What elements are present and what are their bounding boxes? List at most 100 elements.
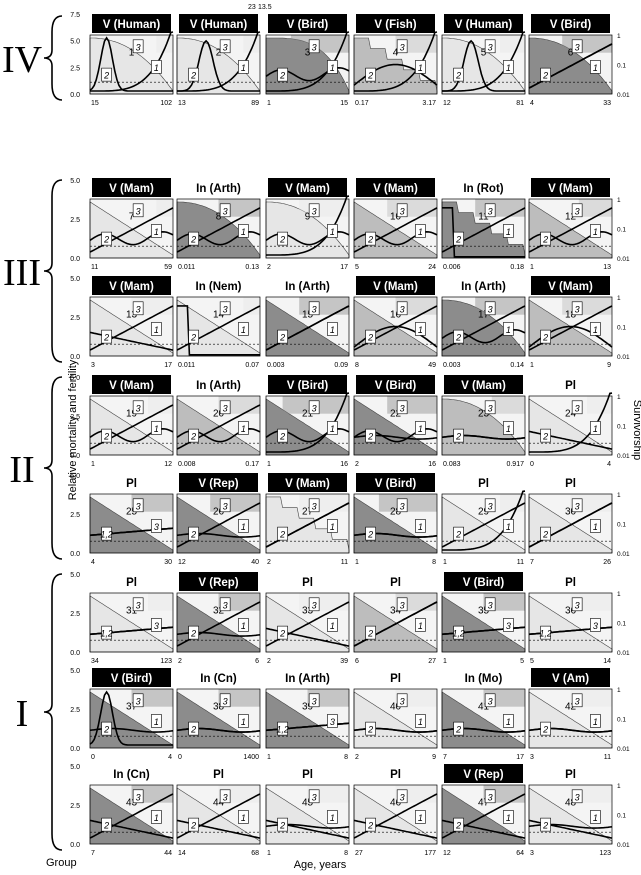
panel-title: Pl (565, 478, 576, 490)
panel-number: 45 (302, 798, 314, 809)
x-min-label: 12 (443, 100, 451, 107)
label-fertility-box (540, 625, 551, 640)
label-fertility: 1,2 (539, 629, 552, 639)
panel-title-box (444, 14, 523, 33)
label-survivorship-box (396, 203, 408, 218)
x-min-label: 11 (91, 264, 98, 271)
label-fertility-box (365, 329, 376, 344)
x-max-label: 0.14 (510, 362, 524, 369)
right-tick-label: 1 (617, 492, 621, 499)
panel-title: Pl (565, 769, 576, 781)
panel-number: 42 (565, 702, 577, 713)
label-fertility: 2 (367, 629, 373, 639)
label-fertility: 2 (455, 432, 461, 442)
x-min-label: 7 (530, 559, 534, 566)
label-mortality: 1 (418, 717, 423, 727)
label-survivorship: 3 (400, 792, 405, 802)
left-tick-label: 0.0 (70, 453, 80, 460)
label-mortality: 1 (593, 424, 598, 434)
label-fertility: 2 (279, 71, 285, 81)
left-tick-label: 2.5 (70, 512, 80, 519)
label-fertility-box (453, 625, 464, 640)
label-mortality: 1 (154, 63, 159, 73)
panel-frame (265, 592, 350, 653)
label-fertility-box (365, 231, 376, 246)
label-mortality-box (590, 714, 601, 728)
label-survivorship: 3 (312, 792, 317, 802)
panel-number: 30 (565, 507, 577, 518)
label-fertility-box (453, 329, 464, 344)
x-min-label: 7 (91, 850, 95, 857)
x-min-label: 1 (443, 559, 447, 566)
left-tick-label: 0.0 (70, 650, 80, 657)
label-mortality: 1 (418, 325, 423, 335)
x-min-label: 2 (355, 754, 359, 761)
right-tick-label: 1 (617, 783, 621, 790)
panel-title: Pl (126, 478, 137, 490)
label-mortality: 1 (330, 325, 335, 335)
label-mortality-box (327, 421, 338, 435)
label-mortality: 1 (241, 522, 246, 532)
x-max-label: 24 (428, 264, 436, 271)
label-fertility: 2 (455, 333, 461, 343)
label-mortality: 3 (506, 621, 511, 631)
panel-46: Pl 46 1 2 3 27 177 (353, 769, 438, 857)
label-survivorship: 3 (400, 206, 405, 216)
label-mortality-box (327, 618, 338, 632)
x-min-label: 1 (530, 362, 534, 369)
label-fertility-box (540, 67, 551, 82)
panel-number: 25 (126, 507, 138, 518)
label-survivorship: 3 (575, 696, 580, 706)
label-mortality-box (503, 714, 514, 728)
label-survivorship-box (219, 498, 231, 513)
group-label-II: II (9, 449, 34, 491)
label-survivorship-box (132, 301, 144, 316)
label-mortality: 1 (506, 424, 511, 434)
selection-block (148, 396, 173, 414)
x-min-label: 2 (267, 559, 271, 566)
label-fertility-box (365, 526, 376, 541)
panel-title: In (Arth) (285, 281, 330, 293)
panel-number: 22 (390, 409, 402, 420)
label-fertility-box (365, 67, 376, 82)
panel-title-box (531, 14, 610, 33)
panel-title: V (Bird) (287, 19, 329, 31)
label-survivorship-box (308, 597, 320, 612)
label-fertility-box (453, 526, 464, 541)
panel-title: Pl (302, 577, 313, 589)
panel-frame (176, 592, 261, 653)
panel-number: 2 (216, 48, 222, 59)
label-mortality-box (327, 224, 338, 238)
label-mortality: 1 (241, 227, 246, 237)
x-min-label: 0 (91, 754, 95, 761)
label-survivorship-box (396, 693, 408, 708)
label-mortality-box (503, 519, 514, 533)
label-survivorship: 3 (223, 42, 228, 52)
label-fertility: 2 (190, 629, 196, 639)
x-min-label: 0.003 (267, 362, 285, 369)
panel-frame (528, 592, 613, 653)
fertility-line (442, 39, 525, 92)
x-min-label: 15 (91, 100, 99, 107)
left-tick-label: 2.5 (70, 414, 80, 421)
label-mortality: 1 (330, 813, 335, 823)
x-max-label: 40 (251, 559, 259, 566)
panel-15: In (Arth) 15 1 2 3 0.003 0.09 (265, 281, 350, 369)
mortality-line (266, 31, 350, 92)
panel-number: 20 (213, 409, 225, 420)
label-survivorship-box (571, 39, 583, 54)
panel-title: V (Rep) (198, 478, 238, 490)
panel-number: 5 (481, 48, 487, 59)
label-survivorship-box (132, 789, 144, 804)
panel-frame (528, 34, 613, 95)
right-tick-label: 1 (617, 687, 621, 694)
panel-frame (89, 395, 174, 456)
panel-number: 21 (302, 409, 314, 420)
panel-8: In (Arth) 8 1 2 3 0.011 0.13 (176, 183, 261, 271)
selection-block (587, 396, 612, 414)
left-tick-label: 2.5 (70, 217, 80, 224)
label-mortality: 1 (154, 717, 159, 727)
